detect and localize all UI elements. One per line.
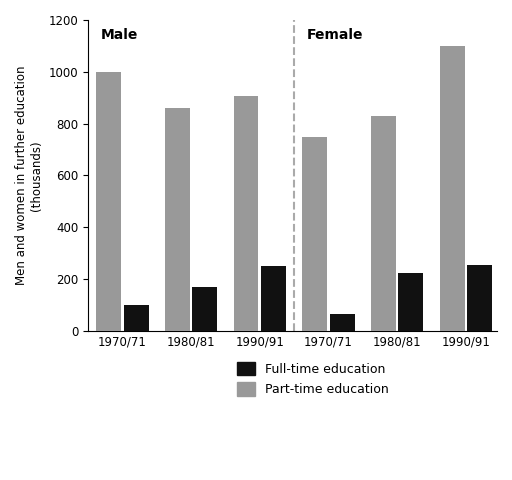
Bar bbox=[96, 72, 121, 331]
Y-axis label: Men and women in further education
(thousands): Men and women in further education (thou… bbox=[15, 66, 43, 285]
Bar bbox=[440, 46, 464, 331]
Bar bbox=[193, 287, 217, 331]
Bar bbox=[330, 314, 355, 331]
Bar bbox=[467, 265, 492, 331]
Bar bbox=[302, 137, 327, 331]
Text: Female: Female bbox=[307, 28, 363, 42]
Text: Male: Male bbox=[100, 28, 138, 42]
Bar bbox=[165, 108, 190, 331]
Legend: Full-time education, Part-time education: Full-time education, Part-time education bbox=[230, 356, 395, 402]
Bar bbox=[398, 273, 423, 331]
Bar bbox=[261, 266, 286, 331]
Bar bbox=[123, 305, 148, 331]
Bar bbox=[233, 96, 259, 331]
Bar bbox=[371, 116, 396, 331]
